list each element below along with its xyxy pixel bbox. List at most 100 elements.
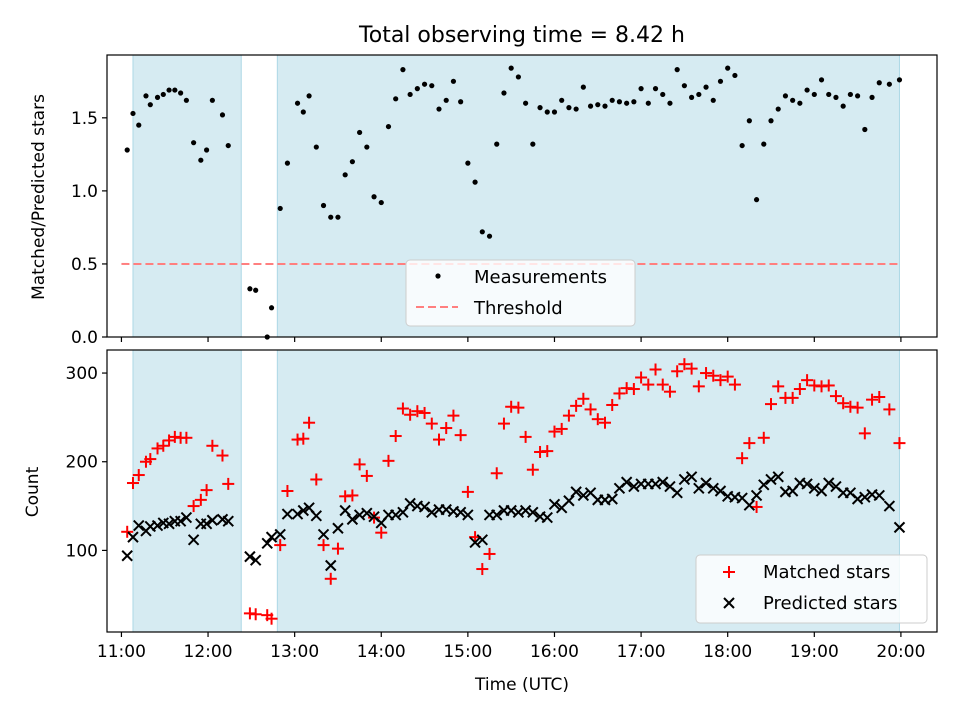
measurement-point bbox=[458, 99, 464, 105]
measurement-point bbox=[775, 106, 781, 112]
bottom-legend-box bbox=[695, 554, 928, 624]
top-panel-frame bbox=[106, 54, 938, 338]
measurement-point bbox=[268, 305, 275, 311]
predicted-stars-point bbox=[317, 528, 330, 541]
matched-stars-point bbox=[490, 467, 503, 480]
matched-stars-point bbox=[324, 572, 337, 585]
bottom-legend-predicted-label: Predicted stars bbox=[763, 593, 897, 614]
measurement-point bbox=[826, 91, 832, 98]
matched-stars-point bbox=[736, 452, 749, 465]
top-legend-box bbox=[405, 259, 636, 327]
predicted-stars-point bbox=[714, 485, 727, 497]
measurement-point bbox=[136, 122, 142, 128]
predicted-stars-point bbox=[563, 495, 575, 507]
matched-stars-point bbox=[750, 500, 763, 513]
predicted-stars-point bbox=[339, 504, 351, 517]
matched-stars-point bbox=[331, 542, 344, 555]
measurement-point bbox=[896, 77, 903, 83]
matched-stars-point bbox=[685, 362, 698, 375]
predicted-stars-point bbox=[174, 515, 187, 527]
matched-stars-point bbox=[454, 429, 467, 442]
measurement-point bbox=[130, 110, 136, 117]
predicted-stars-point bbox=[426, 506, 438, 518]
predicted-stars-point bbox=[127, 531, 139, 543]
predicted-stars-point bbox=[548, 498, 561, 511]
measurement-point bbox=[294, 100, 301, 106]
shaded-interval bbox=[132, 349, 242, 633]
matched-stars-point bbox=[635, 371, 648, 384]
measurement-point bbox=[472, 179, 478, 185]
top-panel-x-ticks bbox=[120, 337, 902, 342]
bottom-legend-matched-marker bbox=[723, 566, 735, 578]
matched-stars-point bbox=[765, 398, 777, 411]
matched-stars-point bbox=[404, 408, 417, 421]
measurement-point bbox=[804, 87, 810, 93]
matched-stars-point bbox=[297, 432, 310, 445]
matched-stars-point bbox=[555, 422, 568, 435]
measurement-point bbox=[385, 123, 392, 130]
top-y-axis-label: Matched/Predicted stars bbox=[29, 94, 49, 300]
measurement-point bbox=[421, 81, 428, 87]
y-tick-label: 300 bbox=[66, 364, 98, 384]
matched-stars-point bbox=[346, 489, 359, 502]
measurement-point bbox=[335, 214, 341, 220]
predicted-stars-point bbox=[758, 479, 770, 491]
x-tick-label: 20:00 bbox=[876, 642, 925, 662]
predicted-stars-point bbox=[261, 537, 273, 550]
predicted-stars-point bbox=[274, 528, 286, 541]
top-legend-threshold-label: Threshold bbox=[473, 298, 563, 319]
measurement-point bbox=[876, 80, 882, 86]
measurement-point bbox=[515, 74, 521, 80]
measurement-point bbox=[645, 100, 651, 106]
predicted-stars-point bbox=[187, 534, 200, 546]
matched-stars-point bbox=[396, 402, 409, 415]
measurement-point bbox=[183, 97, 189, 103]
measurement-point bbox=[407, 91, 413, 98]
bottom-panel-frame bbox=[106, 349, 938, 633]
predicted-stars-point bbox=[606, 493, 618, 505]
predicted-stars-point bbox=[454, 506, 467, 518]
measurement-point bbox=[811, 91, 817, 98]
matched-stars-point bbox=[360, 469, 373, 482]
measurement-point bbox=[479, 229, 485, 235]
matched-stars-point bbox=[671, 365, 684, 378]
matched-stars-point bbox=[461, 485, 474, 498]
matched-stars-point bbox=[599, 416, 611, 429]
measurement-point bbox=[400, 67, 406, 73]
matched-stars-point bbox=[126, 477, 139, 490]
predicted-stars-point bbox=[707, 482, 719, 495]
matched-stars-point bbox=[157, 439, 170, 452]
measurement-point bbox=[501, 90, 507, 96]
measurement-point bbox=[342, 172, 348, 178]
y-tick-label: 1.0 bbox=[71, 182, 98, 202]
predicted-stars-point bbox=[823, 477, 835, 489]
predicted-stars-point bbox=[491, 509, 503, 521]
x-tick-label: 13:00 bbox=[270, 642, 319, 662]
predicted-stars-point bbox=[297, 504, 310, 517]
matched-stars-point bbox=[425, 417, 438, 430]
predicted-stars-point bbox=[310, 510, 323, 522]
matched-stars-point bbox=[512, 401, 525, 414]
measurement-point bbox=[124, 147, 130, 153]
measurement-point bbox=[616, 99, 623, 105]
predicted-stars-point bbox=[657, 476, 669, 488]
measurement-point bbox=[710, 97, 716, 103]
predicted-stars-point bbox=[200, 518, 213, 530]
measurement-point bbox=[253, 287, 259, 293]
measurement-point bbox=[436, 106, 442, 112]
measurement-point bbox=[566, 105, 572, 111]
matched-stars-point bbox=[317, 539, 330, 552]
predicted-stars-point bbox=[541, 511, 553, 524]
predicted-stars-point bbox=[346, 513, 359, 526]
measurement-point bbox=[160, 91, 166, 98]
measurement-point bbox=[277, 205, 283, 212]
measurement-point bbox=[178, 90, 184, 96]
matched-stars-point bbox=[483, 547, 496, 560]
measurement-point bbox=[247, 286, 253, 292]
measurement-point bbox=[725, 65, 731, 71]
predicted-stars-point bbox=[265, 531, 278, 543]
predicted-stars-point bbox=[693, 482, 705, 495]
predicted-stars-point bbox=[873, 489, 885, 502]
measurement-point bbox=[191, 140, 197, 146]
